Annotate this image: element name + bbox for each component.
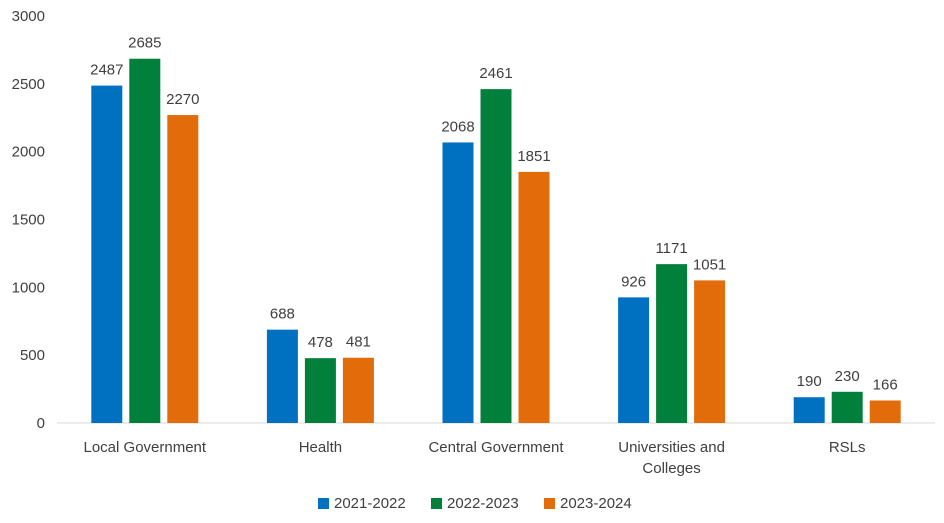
legend-item[interactable]: 2023-2024 (544, 495, 632, 512)
bar-2021-2022-health (266, 329, 298, 423)
data-label: 190 (797, 373, 822, 390)
x-category-label: Universities and (618, 439, 725, 456)
legend-swatch (318, 498, 329, 509)
bar-2021-2022-rsls (793, 397, 825, 423)
data-label: 1851 (517, 148, 550, 165)
legend-item[interactable]: 2022-2023 (431, 495, 519, 512)
legend-label: 2023-2024 (560, 495, 632, 512)
x-category-label: RSLs (829, 439, 866, 456)
bar-2022-2023-rsls (831, 391, 863, 423)
bar-2023-2024-health (342, 357, 374, 423)
bar-2021-2022-universities-and-colleges (618, 297, 650, 423)
legend-label: 2022-2023 (447, 495, 519, 512)
data-label: 2068 (441, 118, 474, 135)
legend-label: 2021-2022 (334, 495, 406, 512)
data-label: 166 (873, 376, 898, 393)
data-label: 1051 (693, 256, 726, 273)
legend[interactable]: 2021-2022 2022-2023 2023-2024 (318, 495, 632, 512)
data-label: 688 (270, 306, 295, 323)
bar-2023-2024-rsls (869, 400, 901, 423)
bars (91, 58, 901, 424)
data-labels: 2487 2685 2270 688 478 481 2068 2461 1851 926 1171… (90, 35, 898, 394)
x-category-label: Central Government (428, 439, 564, 456)
data-label: 926 (621, 273, 646, 290)
data-label: 2461 (479, 65, 512, 82)
x-category-label: Colleges (642, 460, 700, 477)
y-tick-label: 1000 (12, 279, 45, 296)
bar-2023-2024-local-government (167, 115, 199, 423)
legend-swatch (431, 498, 442, 509)
data-label: 230 (835, 368, 860, 385)
legend-item[interactable]: 2021-2022 (318, 495, 406, 512)
y-tick-label: 2500 (12, 76, 45, 93)
legend-swatch (544, 498, 555, 509)
data-label: 2685 (128, 35, 161, 52)
bar-2022-2023-health (304, 358, 336, 423)
y-tick-label: 0 (37, 415, 45, 432)
y-tick-label: 500 (20, 347, 45, 364)
x-category-label: Health (299, 439, 342, 456)
data-label: 481 (346, 334, 371, 351)
bar-2022-2023-local-government (129, 58, 161, 424)
data-label: 1171 (655, 240, 687, 257)
y-axis: 0 500 1000 1500 2000 2500 3000 (12, 8, 45, 432)
data-label: 2270 (166, 91, 199, 108)
data-label: 2487 (90, 62, 123, 79)
data-label: 478 (308, 334, 333, 351)
x-axis: Local Government Health Central Government… (57, 422, 935, 477)
bar-2022-2023-central-government (480, 89, 512, 424)
y-tick-label: 1500 (12, 212, 45, 229)
bar-2023-2024-universities-and-colleges (694, 280, 726, 423)
bar-2023-2024-central-government (518, 171, 550, 423)
bar-2021-2022-local-government (91, 85, 123, 424)
bar-2022-2023-universities-and-colleges (656, 264, 688, 423)
bar-2021-2022-central-government (442, 142, 474, 423)
y-tick-label: 2000 (12, 144, 45, 161)
y-tick-label: 3000 (12, 8, 45, 25)
x-category-label: Local Government (84, 439, 207, 456)
